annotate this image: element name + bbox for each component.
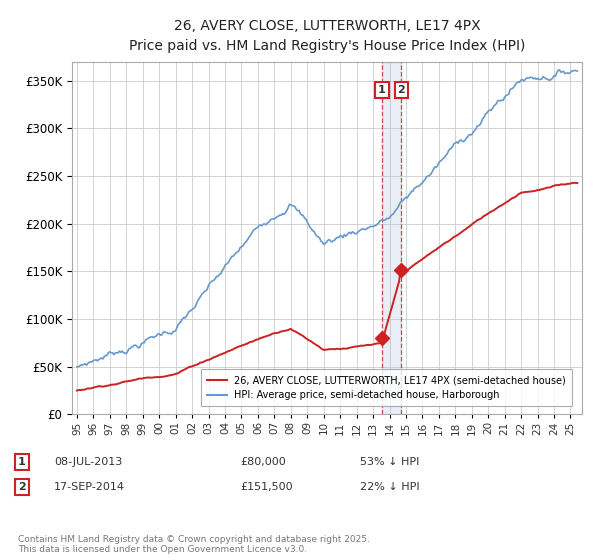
Title: 26, AVERY CLOSE, LUTTERWORTH, LE17 4PX
Price paid vs. HM Land Registry's House P: 26, AVERY CLOSE, LUTTERWORTH, LE17 4PX P… [129, 19, 525, 54]
Text: 53% ↓ HPI: 53% ↓ HPI [360, 457, 419, 467]
Bar [382, 62, 401, 414]
Text: 08-JUL-2013: 08-JUL-2013 [54, 457, 122, 467]
Legend: 26, AVERY CLOSE, LUTTERWORTH, LE17 4PX (semi-detached house), HPI: Average price: 26, AVERY CLOSE, LUTTERWORTH, LE17 4PX (… [202, 370, 572, 406]
Text: 1: 1 [378, 85, 386, 95]
Text: 2: 2 [397, 85, 405, 95]
Text: 1: 1 [18, 457, 26, 467]
Text: Contains HM Land Registry data © Crown copyright and database right 2025.
This d: Contains HM Land Registry data © Crown c… [18, 535, 370, 554]
Text: £80,000: £80,000 [240, 457, 286, 467]
Text: 17-SEP-2014: 17-SEP-2014 [54, 482, 125, 492]
Text: 22% ↓ HPI: 22% ↓ HPI [360, 482, 419, 492]
Text: £151,500: £151,500 [240, 482, 293, 492]
Text: 2: 2 [18, 482, 26, 492]
